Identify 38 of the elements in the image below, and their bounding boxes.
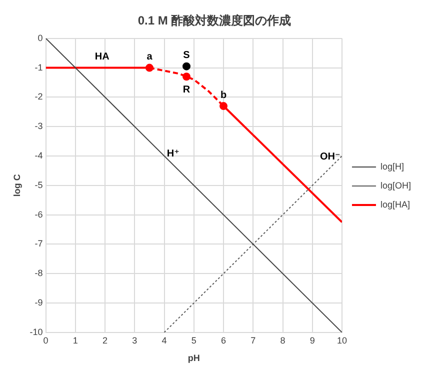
annotation: H⁺	[166, 148, 180, 160]
legend-label: log[H]	[380, 161, 404, 172]
annotation: S	[183, 50, 190, 62]
annotation: OH⁻	[320, 152, 340, 163]
annotation: R	[182, 84, 191, 96]
y-tick-label: -4	[34, 150, 43, 160]
annotation: HA	[94, 52, 110, 63]
x-tick-label: 1	[72, 335, 78, 346]
y-tick-label: -7	[34, 238, 43, 249]
y-tick-label: 0	[38, 32, 43, 43]
y-tick-label: -1	[34, 62, 43, 72]
y-tick-label: -5	[34, 180, 43, 190]
x-axis-title: pH	[188, 353, 200, 364]
x-tick-label: 6	[221, 335, 226, 346]
x-tick-label: 7	[250, 335, 256, 346]
point	[220, 102, 228, 110]
y-tick-label: -9	[34, 297, 43, 308]
annotation: a	[146, 52, 153, 63]
y-tick-label: -2	[34, 92, 43, 102]
x-tick-label: 3	[132, 335, 138, 346]
y-tick-label: -10	[30, 326, 43, 337]
legend-label: log[HA]	[380, 199, 410, 210]
x-tick-label: 2	[102, 335, 108, 346]
x-tick-label: 9	[310, 335, 315, 346]
chart-title: 0.1 M 酢酸対数濃度図の作成	[138, 14, 292, 28]
y-tick-label: -8	[34, 268, 43, 278]
y-tick-label: -3	[34, 121, 43, 132]
x-tick-label: 5	[191, 335, 196, 346]
legend-label: log[OH]	[380, 180, 412, 190]
y-axis-title: log C	[12, 174, 22, 197]
point	[182, 62, 190, 70]
x-tick-label: 4	[162, 335, 167, 346]
y-tick-label: -6	[34, 209, 43, 220]
point	[182, 72, 190, 81]
x-tick-label: 8	[280, 335, 286, 346]
x-tick-label: 10	[336, 335, 347, 346]
point	[145, 64, 154, 72]
annotation: b	[220, 90, 227, 101]
